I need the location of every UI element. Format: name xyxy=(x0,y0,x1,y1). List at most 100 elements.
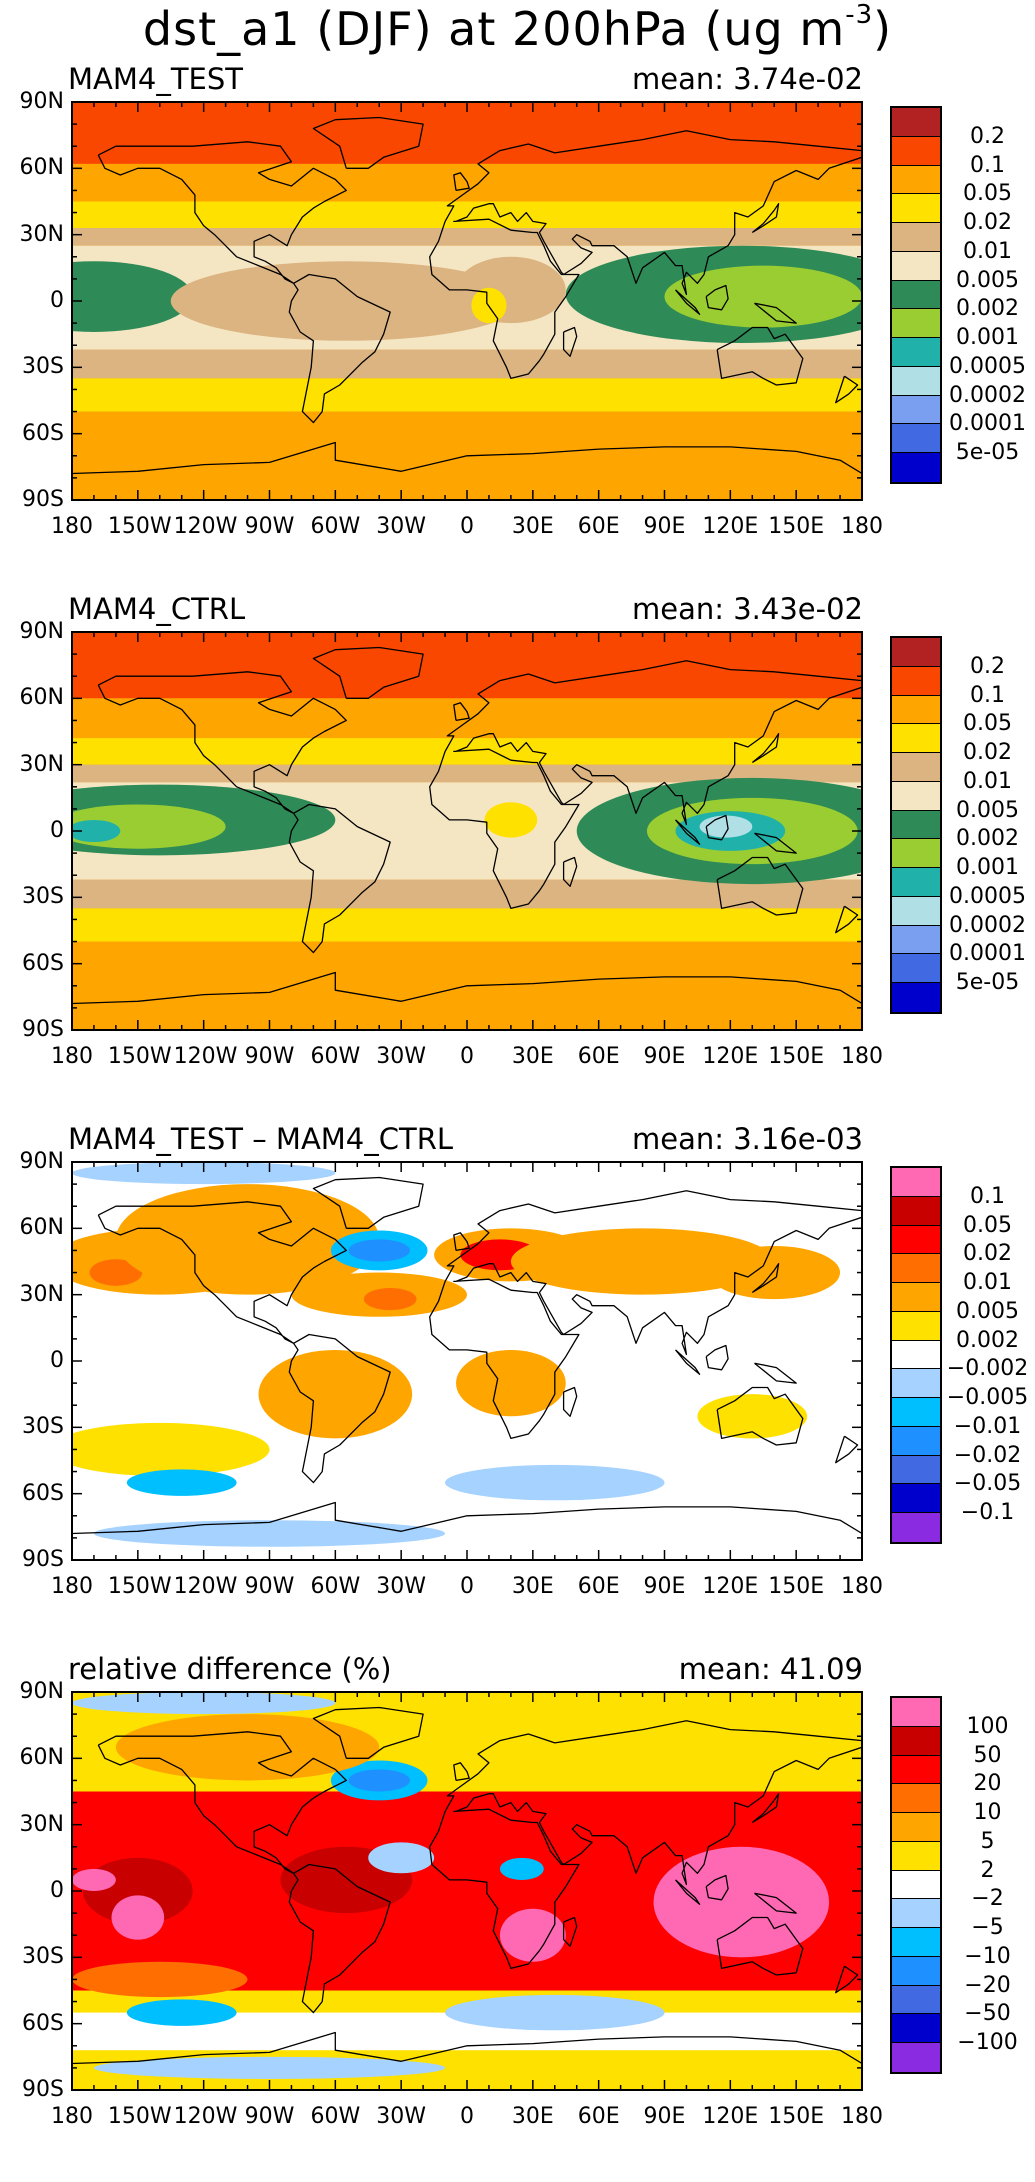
lon-label: 60W xyxy=(310,1044,361,1069)
colorbar-label: −0.1 xyxy=(960,1500,1015,1526)
lon-label: 150W xyxy=(107,2104,172,2129)
map-panel: MAM4_CTRL mean: 3.43e-02 90N 60N 30N 0 30S 60S 9… xyxy=(0,592,1035,1122)
lon-label: 150E xyxy=(768,2104,825,2129)
field-contour xyxy=(258,1349,413,1439)
lat-label: 0 xyxy=(50,818,64,843)
field-band xyxy=(72,764,862,783)
field-contour xyxy=(111,1895,165,1940)
colorbar-label: 5e-05 xyxy=(955,440,1020,466)
coastline-new-zealand xyxy=(835,1435,859,1464)
lon-label: 60W xyxy=(310,1574,361,1599)
colorbar-label: 20 xyxy=(973,1771,1002,1797)
map-panel: relative difference (%) mean: 41.09 90N 60N… xyxy=(0,1652,1035,2182)
coastline-australia xyxy=(716,856,804,916)
coastline-madagascar xyxy=(562,326,578,357)
field-band xyxy=(72,378,862,412)
lat-label: 30N xyxy=(19,751,64,777)
colorbar-label: 0.0005 xyxy=(949,883,1026,909)
coastline-greenland xyxy=(312,1706,424,1759)
lon-label: 150W xyxy=(107,514,172,539)
coastline-new-guinea xyxy=(754,832,797,854)
lat-label: 60S xyxy=(22,950,64,976)
colorbar xyxy=(890,1696,942,2074)
colorbar-swatch xyxy=(892,1455,940,1485)
colorbar-label: −0.01 xyxy=(953,1413,1022,1439)
colorbar-label: −20 xyxy=(964,1972,1011,1998)
lat-label: 0 xyxy=(50,1348,64,1373)
field-contour xyxy=(510,1228,775,1295)
colorbar-swatch xyxy=(892,896,940,926)
lon-label: 150W xyxy=(107,1574,172,1599)
coastline-eurasia-africa xyxy=(429,130,862,380)
colorbar-swatch xyxy=(892,638,940,667)
colorbar-swatch xyxy=(892,1985,940,2015)
colorbar-swatch xyxy=(892,954,940,984)
lon-label: 120W xyxy=(173,1574,238,1599)
field-contour xyxy=(363,1288,417,1311)
lon-label: 180 xyxy=(841,514,883,539)
lon-label: 0 xyxy=(460,1574,474,1599)
coastline-borneo xyxy=(705,284,729,311)
colorbar-swatch xyxy=(892,1956,940,1986)
colorbar-swatch xyxy=(892,1484,940,1514)
colorbar-swatch xyxy=(892,810,940,840)
colorbar-label: −5 xyxy=(971,1915,1004,1941)
lat-label: 60S xyxy=(22,2010,64,2036)
coastline-borneo xyxy=(705,1874,729,1901)
lat-label: 60S xyxy=(22,420,64,446)
colorbar-swatch xyxy=(892,1369,940,1399)
colorbar xyxy=(890,636,942,1014)
coastline-eurasia-africa xyxy=(429,660,862,910)
coastline-australia xyxy=(716,1386,804,1446)
map-plot xyxy=(71,1691,863,2091)
map-panel: MAM4_TEST – MAM4_CTRL mean: 3.16e-03 90N 60… xyxy=(0,1122,1035,1652)
coastline-new-zealand xyxy=(835,375,859,404)
lat-label: 90S xyxy=(22,2077,64,2102)
coastline-uk xyxy=(453,1232,470,1252)
lon-label: 90E xyxy=(643,1574,686,1599)
coastline-eurasia-africa xyxy=(429,1190,862,1440)
field-contour xyxy=(456,1349,566,1417)
field-band xyxy=(72,632,862,699)
colorbar-label: 0.002 xyxy=(956,1327,1019,1353)
colorbar-swatch xyxy=(892,666,940,696)
colorbar-label: −50 xyxy=(964,2001,1011,2027)
field-contour xyxy=(445,1464,665,1501)
lat-label: 90S xyxy=(22,1547,64,1572)
lon-label: 150E xyxy=(768,1574,825,1599)
lat-label: 60N xyxy=(19,1745,64,1771)
colorbar-label: 0.2 xyxy=(970,123,1005,149)
colorbar-label: −2 xyxy=(971,1886,1004,1912)
field-band xyxy=(72,201,862,229)
lat-label: 30N xyxy=(19,221,64,247)
colorbar-swatch xyxy=(892,1311,940,1341)
colorbar-swatch xyxy=(892,1928,940,1957)
coastline-uk xyxy=(453,172,470,192)
lat-label: 30S xyxy=(22,884,64,910)
field-band xyxy=(72,228,862,246)
colorbar-label: 0.02 xyxy=(963,1241,1012,1267)
field-contour xyxy=(93,1520,446,1547)
lon-label: 0 xyxy=(460,514,474,539)
coastline-uk xyxy=(453,1762,470,1782)
colorbar-swatch xyxy=(892,1726,940,1756)
colorbar-label: −0.02 xyxy=(953,1442,1022,1468)
colorbar-label: 0.01 xyxy=(963,1270,1012,1296)
colorbar-swatch xyxy=(892,366,940,396)
field-band xyxy=(72,102,862,164)
colorbar-swatch xyxy=(892,1225,940,1255)
panel-title: relative difference (%) xyxy=(68,1652,392,1686)
lat-label: 90S xyxy=(22,1017,64,1042)
lon-label: 90W xyxy=(244,514,295,539)
coastline-greenland xyxy=(312,116,424,169)
panel-title: MAM4_CTRL xyxy=(68,592,246,626)
field-contour xyxy=(170,261,522,341)
lon-label: 60E xyxy=(577,1574,620,1599)
lon-label: 90W xyxy=(244,1044,295,1069)
colorbar xyxy=(890,106,942,484)
lon-label: 180 xyxy=(841,1044,883,1069)
colorbar-swatch xyxy=(892,1899,940,1929)
colorbar-label: 0.005 xyxy=(956,267,1019,293)
coastline-sumatra xyxy=(674,289,701,315)
colorbar-label: 10 xyxy=(973,1800,1002,1826)
